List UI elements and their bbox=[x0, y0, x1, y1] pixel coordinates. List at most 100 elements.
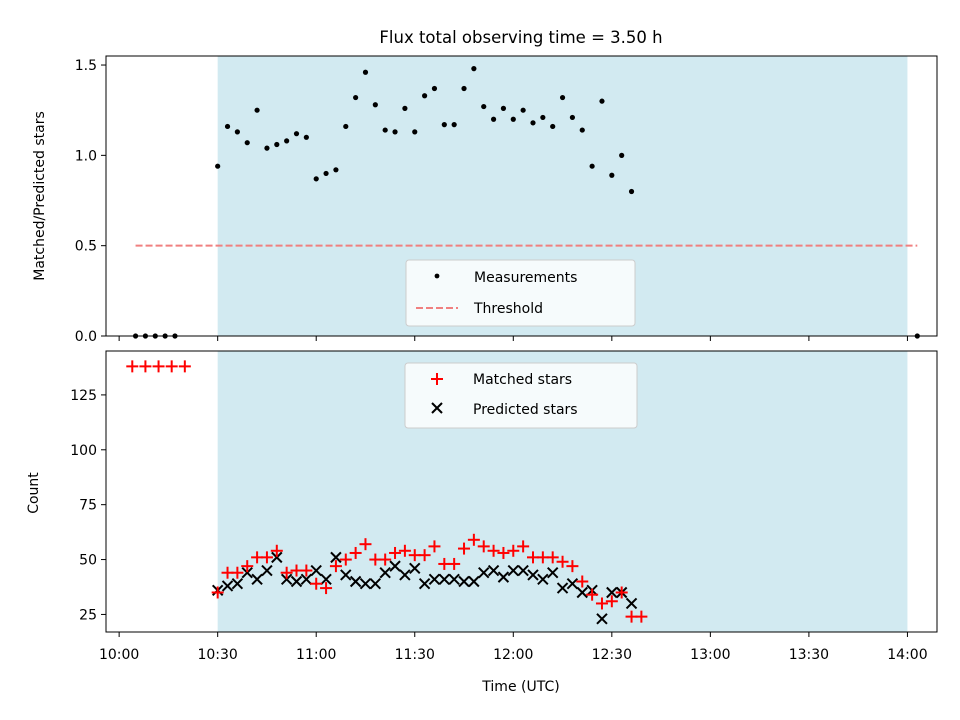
measurement-point bbox=[589, 163, 595, 169]
predicted-stars-point bbox=[527, 569, 539, 581]
predicted-stars-point bbox=[418, 577, 431, 590]
bottom-y-ticks: 25 50 75 100 125 bbox=[70, 388, 106, 623]
measurement-point bbox=[264, 145, 270, 151]
x-tick-label: 14:00 bbox=[887, 647, 927, 663]
predicted-stars-point bbox=[310, 564, 322, 577]
matched-stars-point bbox=[165, 360, 178, 373]
predicted-stars-point bbox=[330, 551, 342, 564]
matched-stars-point bbox=[566, 560, 579, 573]
predicted-stars-point bbox=[369, 577, 382, 590]
matched-stars-point bbox=[595, 597, 608, 610]
predicted-stars-point bbox=[546, 567, 559, 579]
predicted-stars-point bbox=[478, 567, 490, 579]
measurement-point bbox=[412, 129, 418, 135]
measurement-point bbox=[224, 123, 231, 130]
bottom-marks bbox=[126, 360, 648, 625]
x-tick-label: 13:30 bbox=[789, 647, 829, 663]
predicted-stars-point bbox=[359, 577, 372, 590]
matched-stars-point bbox=[428, 540, 441, 553]
predicted-stars-point bbox=[448, 573, 460, 586]
measurement-point bbox=[599, 98, 605, 104]
matched-stars-point bbox=[126, 360, 139, 373]
measurement-point bbox=[284, 138, 290, 144]
measurement-point bbox=[559, 94, 566, 101]
top-legend: Measurements Threshold bbox=[405, 259, 636, 327]
measurement-point bbox=[234, 129, 240, 135]
measurement-point bbox=[293, 131, 300, 137]
bottom-y-tick-label: 125 bbox=[70, 388, 97, 404]
measurement-point bbox=[609, 172, 615, 178]
predicted-stars-point bbox=[438, 573, 451, 586]
matched-stars-point bbox=[477, 540, 490, 553]
matched-stars-point bbox=[517, 540, 530, 553]
legend-measurements-label: Measurements bbox=[474, 270, 577, 286]
predicted-stars-point bbox=[517, 564, 529, 577]
measurement-point bbox=[481, 103, 487, 110]
predicted-stars-point bbox=[280, 573, 293, 586]
measurement-point bbox=[422, 93, 428, 99]
measurement-point bbox=[274, 141, 280, 148]
measurement-point bbox=[353, 94, 359, 101]
matched-stars-point bbox=[152, 360, 165, 373]
bottom-y-tick-label: 50 bbox=[79, 553, 97, 569]
matched-stars-point bbox=[546, 551, 559, 564]
predicted-stars-point bbox=[349, 575, 362, 588]
predicted-stars-point bbox=[409, 562, 421, 575]
measurement-point bbox=[619, 152, 625, 158]
top-y-tick-label: 1.5 bbox=[75, 58, 97, 74]
matched-stars-point bbox=[329, 560, 342, 573]
predicted-stars-point bbox=[497, 571, 510, 583]
bottom-x-ticks: 10:00 10:30 11:00 11:30 12:00 12:30 13:00 13:30… bbox=[99, 632, 928, 663]
measurement-point bbox=[215, 163, 221, 169]
predicted-stars-point bbox=[428, 573, 441, 586]
matched-stars-point bbox=[467, 533, 480, 546]
matched-stars-point bbox=[398, 544, 411, 557]
predicted-stars-point bbox=[261, 564, 273, 577]
predicted-stars-point bbox=[487, 564, 500, 577]
bottom-panel: 25 50 75 100 125 10:00 10:30 11:00 11:30 12:00 12… bbox=[26, 350, 938, 695]
measurement-point bbox=[471, 66, 477, 72]
x-tick-label: 10:30 bbox=[197, 647, 237, 663]
measurement-point bbox=[244, 140, 250, 146]
x-tick-label: 12:00 bbox=[493, 647, 533, 663]
matched-stars-point bbox=[418, 549, 431, 562]
x-tick-label: 12:30 bbox=[592, 647, 632, 663]
top-y-tick-label: 0.5 bbox=[75, 239, 97, 255]
predicted-stars-point bbox=[468, 575, 480, 588]
legend-predicted-marker bbox=[431, 402, 443, 414]
matched-stars-point bbox=[211, 586, 224, 599]
matched-stars-point bbox=[300, 564, 313, 577]
measurement-point bbox=[402, 105, 408, 111]
bottom-y-tick-label: 25 bbox=[79, 607, 97, 623]
matched-stars-point bbox=[349, 546, 362, 559]
matched-stars-point bbox=[139, 360, 152, 373]
measurement-point bbox=[569, 114, 576, 121]
matched-stars-point bbox=[310, 577, 323, 590]
top-x-ticks bbox=[118, 336, 908, 341]
measurement-point bbox=[540, 114, 546, 121]
matched-stars-point bbox=[635, 610, 648, 623]
matched-stars-point bbox=[458, 542, 471, 555]
predicted-stars-point bbox=[241, 567, 253, 579]
matched-stars-point bbox=[497, 546, 510, 559]
measurement-point bbox=[431, 85, 438, 92]
matched-stars-point bbox=[260, 551, 273, 564]
measurement-point bbox=[303, 134, 309, 140]
matched-stars-point bbox=[615, 586, 628, 599]
predicted-stars-point bbox=[251, 573, 263, 586]
predicted-stars-point bbox=[271, 551, 283, 564]
matched-stars-point bbox=[448, 557, 461, 570]
top-panel: 0.0 0.5 1.0 1.5 Matched/Predicted stars Mea… bbox=[32, 55, 938, 345]
matched-stars-point bbox=[556, 555, 569, 568]
measurement-point bbox=[392, 129, 398, 135]
measurement-point bbox=[510, 116, 516, 122]
matched-stars-point bbox=[320, 582, 333, 595]
top-y-tick-label: 0.0 bbox=[75, 329, 97, 345]
predicted-stars-point bbox=[537, 573, 549, 586]
x-tick-label: 11:30 bbox=[395, 647, 435, 663]
measurement-point bbox=[461, 85, 467, 92]
bottom-axes-frame bbox=[105, 350, 938, 633]
measurement-point bbox=[579, 127, 585, 133]
matched-stars-point bbox=[586, 588, 599, 601]
